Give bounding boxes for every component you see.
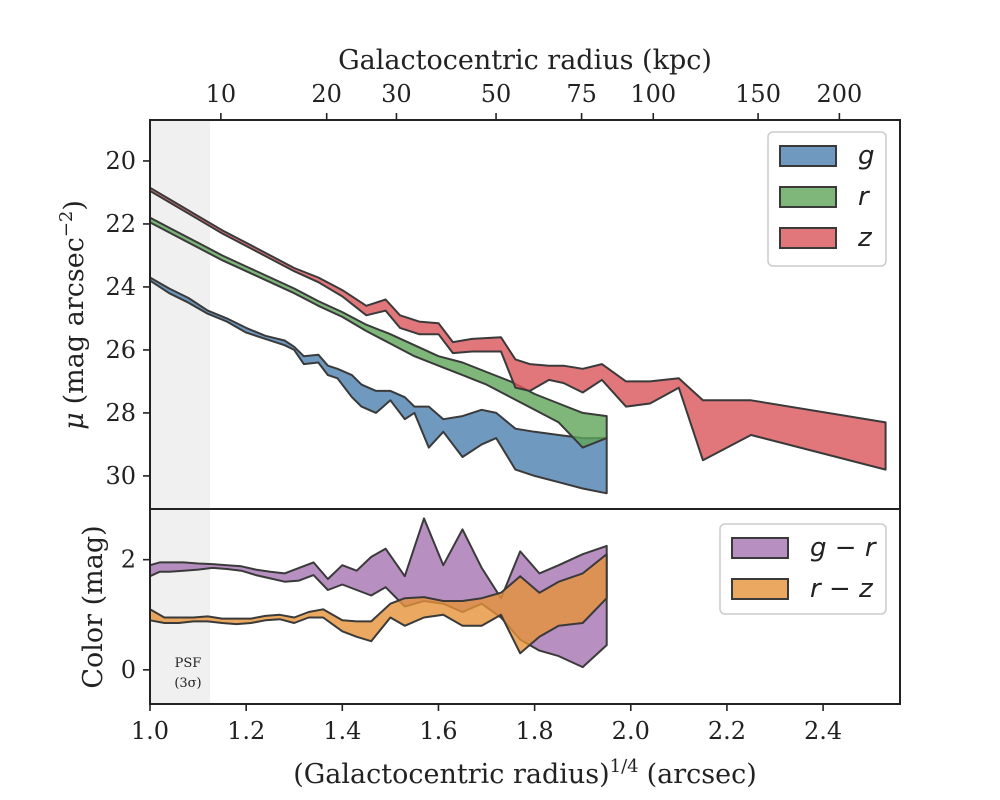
psf-shade-bottom: [150, 509, 211, 704]
top-x-tick-label: 50: [481, 80, 512, 108]
x-tick-label: 1.4: [323, 717, 361, 745]
x-axis-label-exponent: 1/4: [610, 756, 639, 777]
y-tick-label: 30: [105, 462, 136, 490]
x-tick-label: 2.4: [804, 717, 842, 745]
top-x-tick-label: 100: [630, 80, 676, 108]
legend-bands: grz: [767, 131, 887, 267]
y-tick-label: 20: [105, 147, 136, 175]
color-series: [149, 517, 608, 669]
x-tick-label: 1.2: [227, 717, 265, 745]
x-axis-label-main: (Galactocentric radius): [293, 759, 609, 790]
x-tick-label: 1.0: [131, 717, 169, 745]
x-tick-label: 2.2: [708, 717, 746, 745]
legend-swatch: [779, 227, 837, 249]
bottom-panel-frame: [149, 508, 901, 705]
band-g: [149, 276, 608, 495]
legend-label: g − r: [810, 533, 878, 563]
psf-label: PSF: [175, 656, 202, 671]
color-y-tick-label: 0: [121, 656, 136, 684]
band-rz: [149, 553, 608, 655]
top-x-tick-label: 20: [311, 80, 342, 108]
color-y-tick-label: 2: [121, 546, 136, 574]
y-tick-label: 28: [105, 399, 136, 427]
x-axis-label-unit: (arcsec): [647, 759, 757, 790]
legend-swatch: [779, 145, 837, 167]
y-axis-label-main: (mag arcsec: [59, 237, 90, 404]
top-x-tick-label: 150: [735, 80, 781, 108]
legend-swatch: [779, 186, 837, 208]
band-z: [149, 186, 887, 471]
x-tick-label: 2.0: [612, 717, 650, 745]
x-tick-label: 1.8: [516, 717, 554, 745]
y-tick-label: 26: [105, 336, 136, 364]
legend-swatch: [731, 537, 789, 559]
band-r: [149, 216, 608, 449]
legend-label: r: [858, 182, 871, 212]
legend-colors: g − r r − z: [719, 523, 887, 615]
y-axis-label-close: ): [59, 200, 90, 211]
top-x-tick-label: 200: [816, 80, 862, 108]
tick-labels: 1.0 1.2 1.4 1.6 1.8 2.0 2.2 2.410 20 30 50 75 100 150…: [105, 80, 862, 745]
legend-label: g: [858, 141, 875, 171]
psf-shade-top: [150, 120, 211, 509]
psf-sigma-label: (3σ): [174, 676, 201, 691]
tick-marks: [143, 113, 841, 711]
y-tick-label: 22: [105, 210, 136, 238]
top-x-tick-label: 30: [381, 80, 412, 108]
y-tick-label: 24: [105, 273, 136, 301]
y-axis-label-exponent: −2: [56, 211, 77, 238]
x-axis-label: (Galactocentric radius)1/4 (arcsec): [293, 756, 757, 790]
surface-brightness-series: [149, 186, 887, 495]
legend-label: z: [857, 223, 873, 253]
y-axis-label-top: μ (mag arcsec−2): [56, 200, 90, 430]
top-x-tick-label: 10: [206, 80, 237, 108]
top-x-tick-label: 75: [566, 80, 597, 108]
y-axis-label-bottom: Color (mag): [78, 525, 109, 688]
legend-label: r − z: [810, 574, 874, 604]
y-axis-label-mu: μ: [59, 412, 90, 430]
legend-swatch: [731, 578, 789, 600]
x-tick-label: 1.6: [419, 717, 457, 745]
top-axis-label: Galactocentric radius (kpc): [338, 45, 712, 76]
